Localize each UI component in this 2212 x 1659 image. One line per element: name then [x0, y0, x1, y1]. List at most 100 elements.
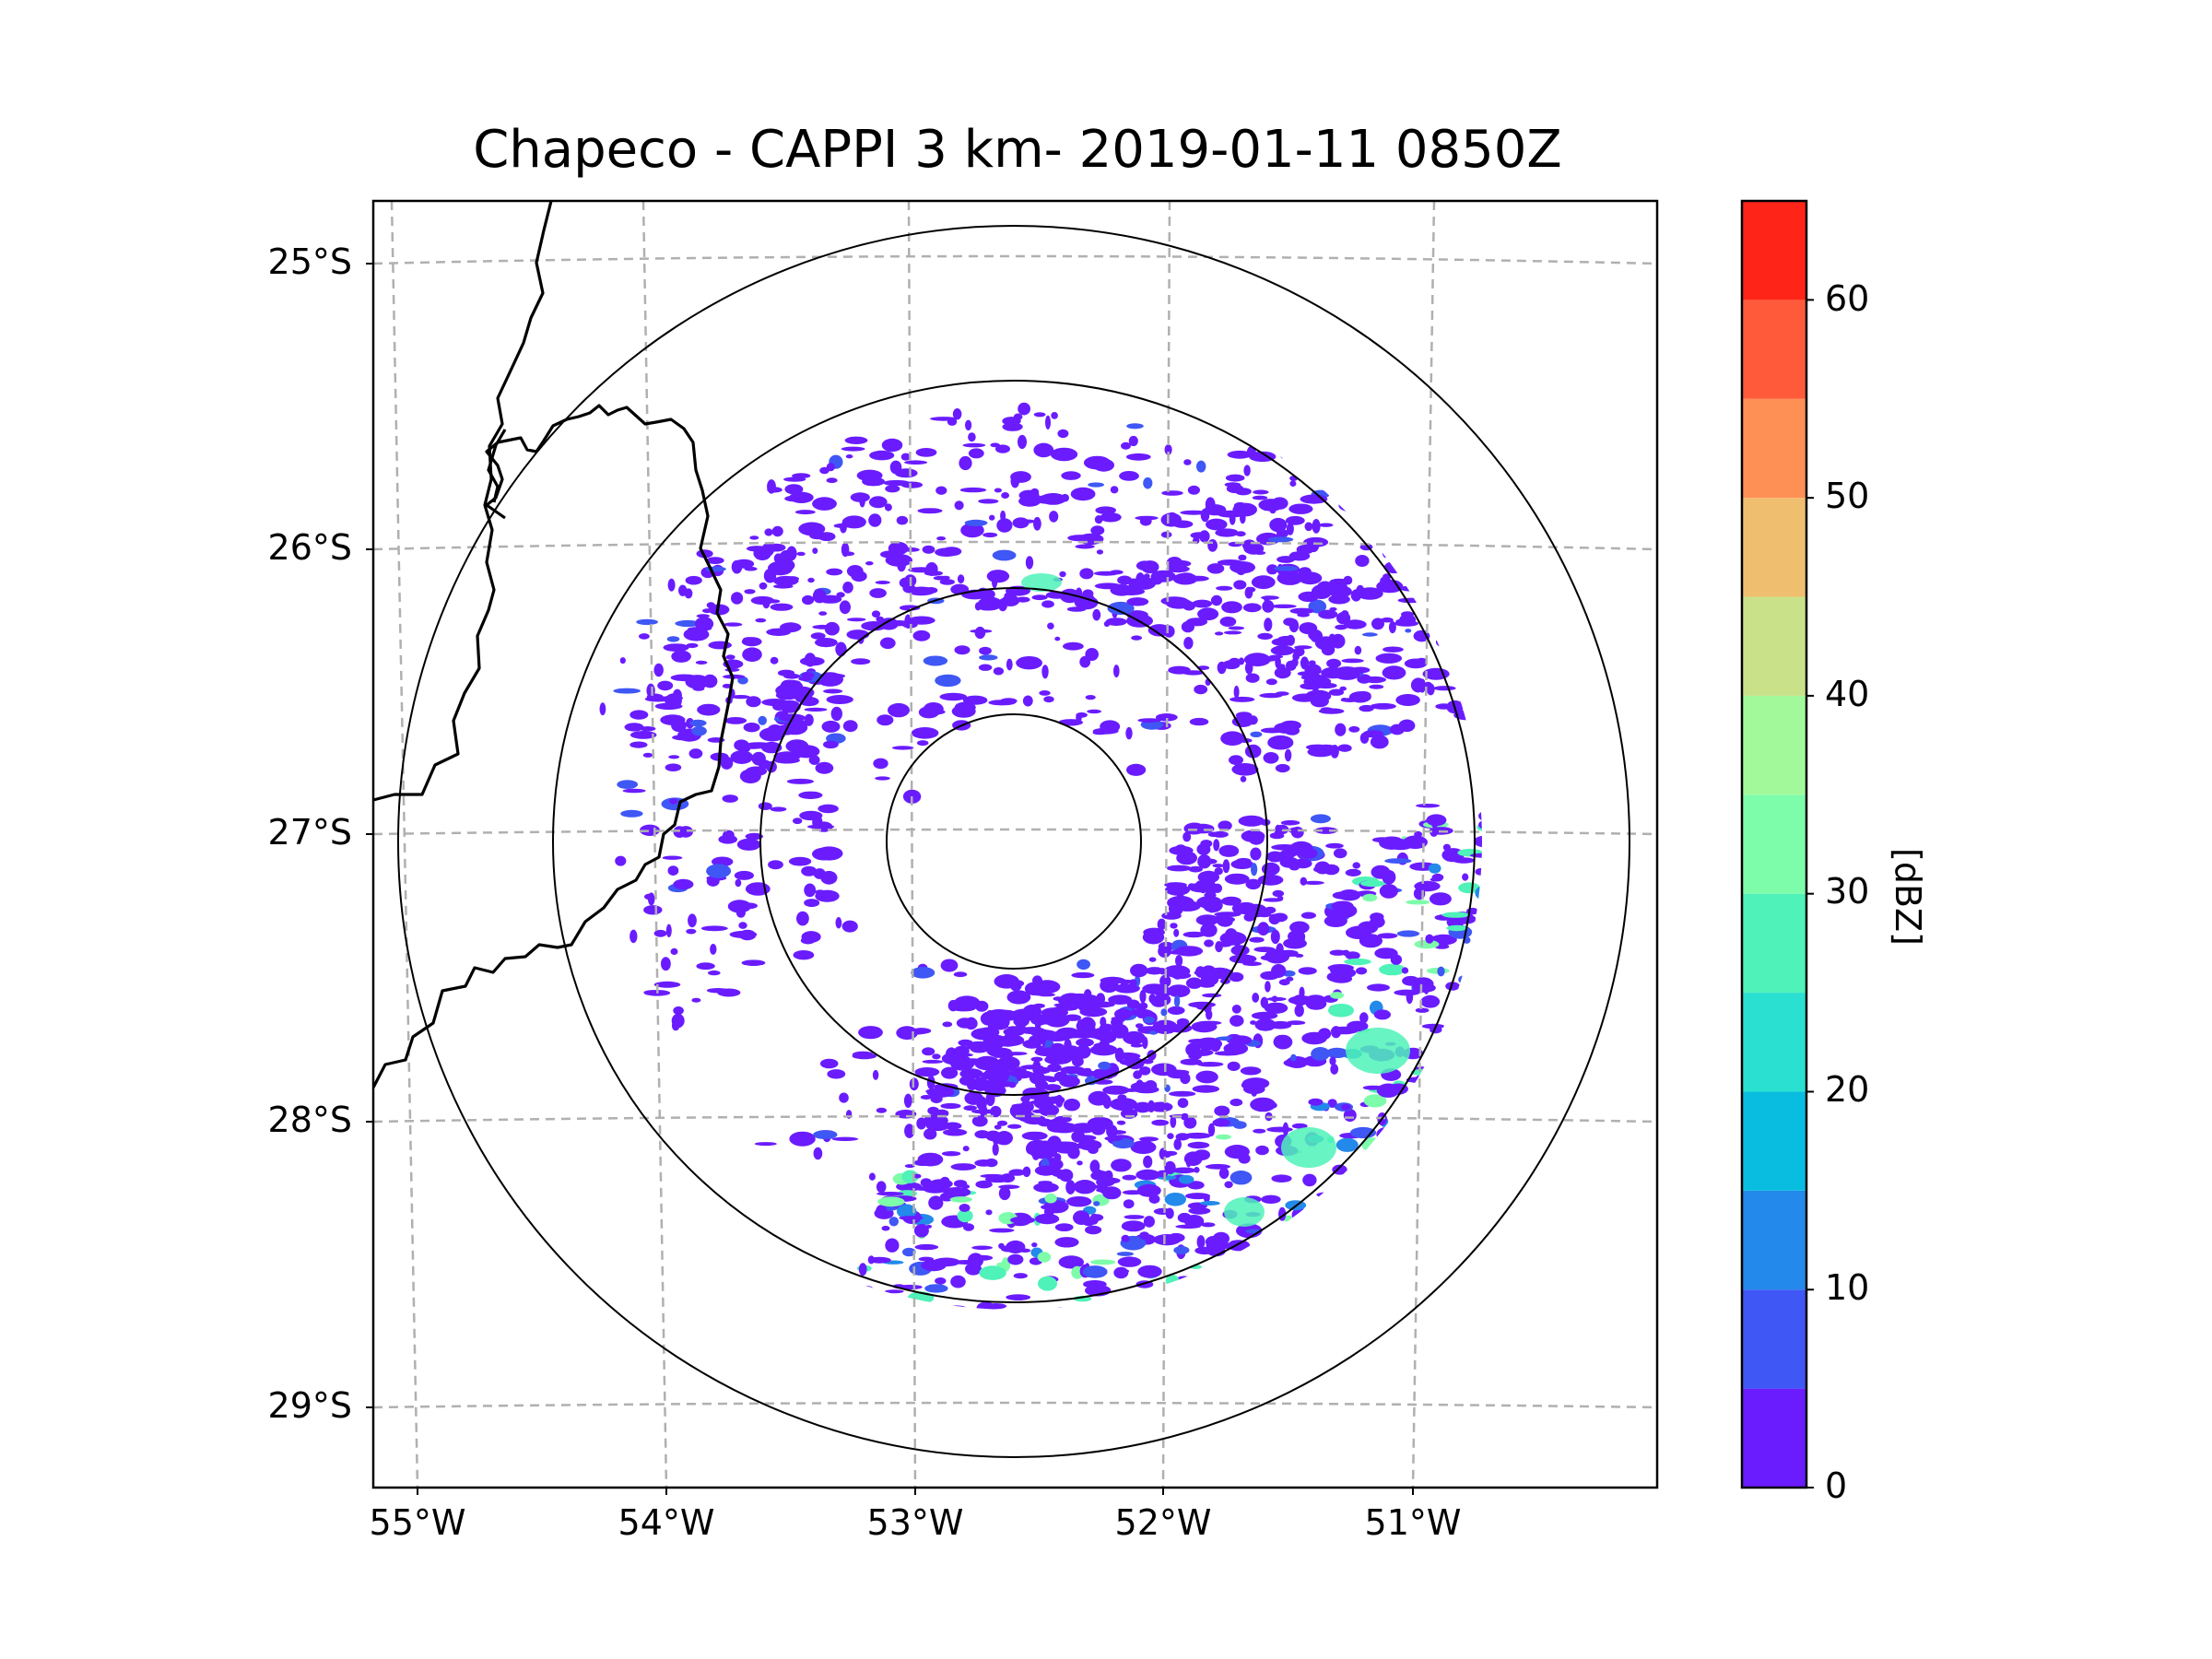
- echo-cell: [1066, 1196, 1092, 1207]
- echo-cell: [812, 624, 834, 629]
- echo-cell: [1433, 686, 1456, 691]
- echo-cell: [643, 905, 663, 915]
- echo-cell: [767, 724, 783, 738]
- echo-cell: [1130, 963, 1148, 978]
- echo-cell: [1236, 857, 1252, 864]
- echo-cell: [985, 1209, 993, 1216]
- echo-cell: [1199, 1271, 1206, 1278]
- echo-cell: [1300, 656, 1310, 670]
- echo-cell: [1308, 1098, 1324, 1106]
- echo-cell: [1231, 904, 1240, 912]
- echo-cell: [1195, 914, 1219, 926]
- echo-cell: [1289, 551, 1299, 560]
- echo-cell: [1047, 1077, 1057, 1083]
- echo-cell: [915, 448, 937, 457]
- echo-cell: [1252, 993, 1260, 1003]
- echo-cell: [1192, 599, 1213, 608]
- echo-cell: [1034, 1213, 1060, 1225]
- echo-cell: [1142, 930, 1165, 945]
- echo-cell: [881, 438, 903, 453]
- echo-cell: [772, 575, 799, 586]
- echo-cell: [841, 920, 858, 933]
- echo-cell: [1037, 1252, 1052, 1263]
- echo-cell: [1073, 1210, 1090, 1225]
- echo-cell: [1200, 972, 1219, 986]
- echo-cell: [1167, 984, 1191, 998]
- echo-cell: [1265, 678, 1277, 686]
- echo-cell: [1143, 477, 1153, 489]
- echo-cell: [1183, 459, 1192, 465]
- echo-cell: [1271, 964, 1287, 978]
- echo-cell: [841, 542, 850, 558]
- echo-cell: [1139, 989, 1147, 1004]
- echo-cell: [624, 723, 644, 732]
- echo-cell: [1082, 1265, 1108, 1278]
- echo-cell: [1305, 689, 1332, 702]
- echo-cell: [976, 1096, 987, 1111]
- echo-cell: [663, 695, 684, 701]
- echo-cell: [1326, 658, 1342, 668]
- echo-cell: [1222, 859, 1230, 874]
- echo-cell: [727, 900, 752, 913]
- echo-cell: [1314, 827, 1338, 834]
- echo-cell: [686, 928, 697, 935]
- echo-cell: [1305, 744, 1330, 750]
- echo-cell: [1076, 712, 1082, 723]
- echo-cell: [1330, 633, 1346, 649]
- echo-cell: [1345, 868, 1361, 877]
- echo-cell: [1044, 1012, 1070, 1028]
- echo-cell: [941, 1066, 959, 1079]
- echo-cell: [1160, 1008, 1168, 1017]
- echo-cell: [1128, 1008, 1153, 1017]
- echo-cell: [932, 1053, 941, 1060]
- echo-cell: [766, 543, 786, 552]
- echo-cell: [751, 751, 766, 766]
- echo-cell: [1242, 961, 1262, 967]
- echo-cell: [1196, 460, 1206, 473]
- echo-cell: [1183, 1151, 1203, 1166]
- echo-cell: [1294, 953, 1304, 958]
- echo-cell: [731, 559, 743, 574]
- echo-cell: [1167, 1006, 1185, 1015]
- echo-cell: [1006, 1294, 1031, 1300]
- echo-cell: [1446, 924, 1467, 932]
- echo-cell: [1093, 571, 1119, 576]
- echo-cell: [1166, 565, 1190, 573]
- echo-cell: [858, 1026, 883, 1040]
- echo-cell: [1200, 508, 1210, 523]
- echo-cell: [869, 450, 895, 461]
- echo-cell: [1126, 597, 1149, 606]
- echo-cell: [818, 804, 839, 814]
- echo-cell: [815, 761, 834, 774]
- echo-cell: [1379, 963, 1406, 976]
- echo-cell: [1302, 1173, 1317, 1187]
- echo-cell: [935, 1277, 947, 1285]
- echo-cell: [1214, 912, 1241, 917]
- echo-cell: [670, 947, 678, 955]
- echo-cell: [1324, 914, 1347, 928]
- echo-cell: [1293, 858, 1312, 869]
- echo-cell: [1212, 969, 1234, 975]
- echo-cell: [1272, 889, 1285, 898]
- echo-cell: [954, 645, 971, 655]
- echo-cell: [1415, 1074, 1434, 1083]
- echo-cell: [1220, 731, 1245, 746]
- echo-cell: [1185, 1193, 1210, 1200]
- echo-cell: [620, 809, 643, 818]
- echo-cell: [831, 1136, 859, 1142]
- echo-cell: [868, 496, 888, 509]
- echo-cell: [742, 637, 755, 643]
- range-ring-4: [397, 225, 1630, 1458]
- echo-cell: [1437, 966, 1445, 977]
- echo-cell: [1100, 512, 1122, 523]
- echo-cell: [647, 892, 655, 906]
- echo-cell: [964, 705, 971, 712]
- echo-cell: [1473, 835, 1482, 848]
- echo-cell: [813, 1147, 823, 1160]
- echo-cell: [995, 444, 1010, 453]
- echo-cell: [1016, 656, 1042, 670]
- echo-cell: [1253, 1128, 1266, 1134]
- echo-cell: [1311, 584, 1332, 599]
- echo-cell: [1260, 818, 1271, 826]
- echo-cell: [745, 832, 763, 841]
